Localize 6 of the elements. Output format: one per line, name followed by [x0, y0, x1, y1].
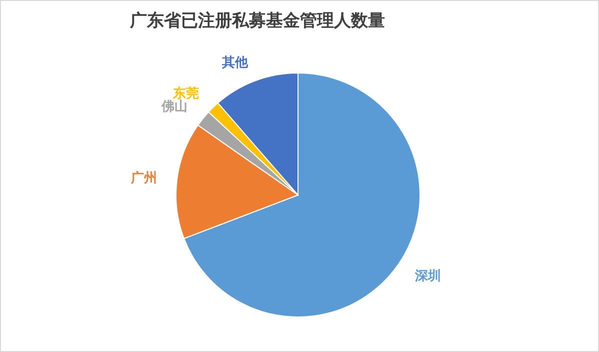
slice-label: 佛山	[160, 99, 188, 114]
chart-title: 广东省已注册私募基金管理人数量	[129, 11, 385, 31]
slice-label: 其他	[221, 56, 250, 71]
slice-label: 东莞	[172, 86, 200, 102]
slice-label: 深圳	[414, 269, 441, 284]
slice-label: 广州	[130, 170, 158, 186]
